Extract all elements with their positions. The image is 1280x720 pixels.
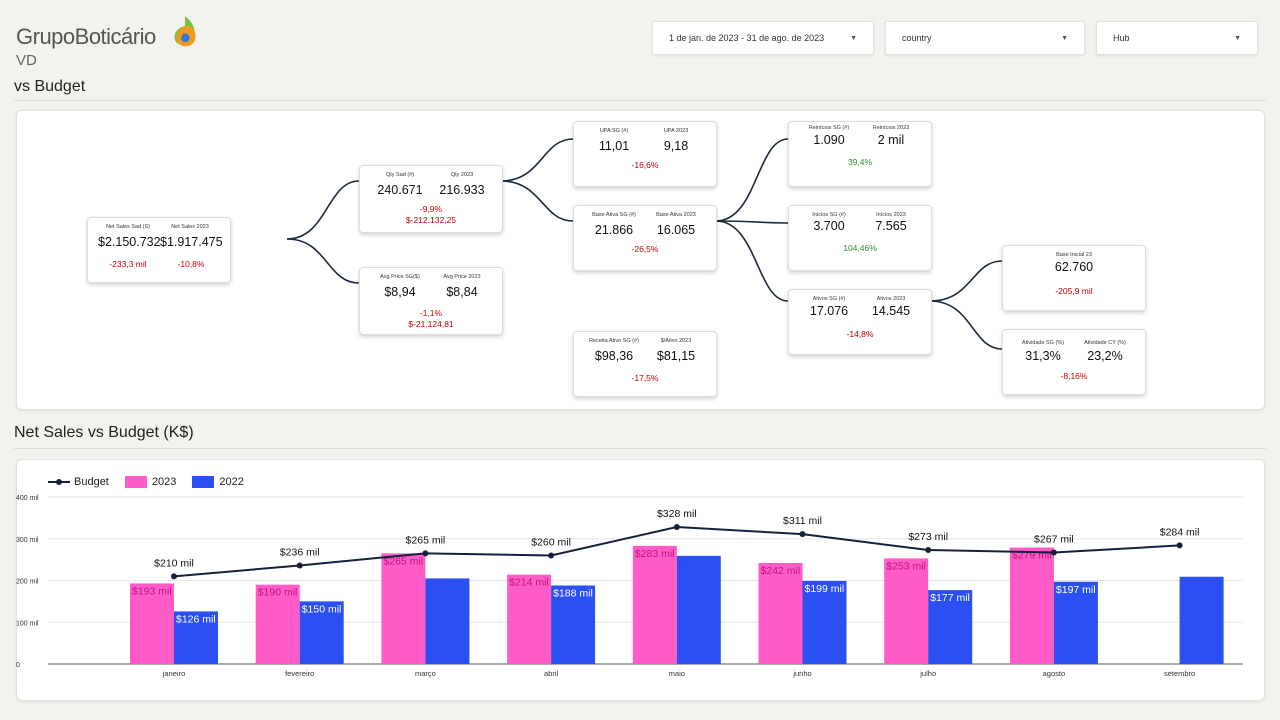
upa-2023-value: 9,18 (663, 139, 689, 153)
net-sales-delta-pct: -10,8% (177, 259, 205, 269)
reinicios-delta: 39,4% (847, 157, 873, 167)
atividade-cy-label: Atividade CY (%) (1084, 340, 1126, 346)
qty-2023-value: 216.933 (439, 183, 485, 197)
net-sales-card: Net Sales Sad (S) $2.150.732 Net Sales 2… (87, 217, 231, 283)
base-inicial-value: 62.760 (1054, 260, 1094, 274)
avg-price-sg-value: $8,94 (384, 285, 416, 299)
avg-price-delta-abs: $-21.124,81 (408, 319, 454, 329)
receita-ativo-2023-value: $81,15 (656, 349, 696, 363)
net-sales-2023-value: $1.917.475 (160, 235, 223, 249)
avg-price-2023-label: Avg Price 2023 (443, 274, 481, 280)
legend-2023-label: 2023 (151, 476, 177, 488)
avg-price-sg-label: Avg Price SG($) (380, 274, 420, 280)
inicios-2023-label: Inícios 2023 (876, 212, 906, 218)
base-ativa-delta: -26,5% (631, 244, 659, 254)
company-logo-text: GrupoBoticário (16, 24, 156, 49)
ativos-2023-label: Ativos 2023 (876, 296, 906, 302)
hub-label: Hub (1113, 33, 1130, 43)
net-sales-chart-title: Net Sales vs Budget (K$) (14, 424, 194, 441)
avg-price-card: Avg Price SG($) $8,94 Avg Price 2023 $8,… (359, 267, 503, 335)
qty-card: Qty Sad (#) 240.671 Qty 2023 216.933 -9,… (359, 165, 503, 233)
receita-ativo-delta: -17,5% (631, 373, 659, 383)
inicios-delta: 104,46% (843, 243, 877, 253)
upa-2023-label: UPA 2023 (663, 128, 689, 134)
ativos-2023-value: 14.545 (871, 304, 911, 318)
atividade-card: Atividade SG (%) 31,3% Atividade CY (%) … (1002, 329, 1146, 395)
avg-price-delta-pct: -1,1% (419, 308, 443, 318)
base-ativa-2023-value: 16.065 (656, 223, 696, 237)
ativos-card: Ativos SG (#) 17.076 Ativos 2023 14.545 … (788, 289, 932, 355)
legend-budget-swatch (48, 479, 70, 485)
base-ativa-2023-label: Base Ativa 2023 (656, 212, 696, 218)
base-ativa-card: Base Ativa SG (#) 21.866 Base Ativa 2023… (573, 205, 717, 271)
chevron-down-icon: ▼ (850, 34, 857, 42)
upa-card: UPA SG (#) 11,01 UPA 2023 9,18 -16,6% (573, 121, 717, 187)
country-label: country (902, 33, 932, 43)
qty-sg-value: 240.671 (377, 183, 423, 197)
qty-sg-label: Qty Sad (#) (385, 172, 415, 178)
base-inicial-card: Base Inicial 23 62.760 -205,9 mil (1002, 245, 1146, 311)
legend-budget[interactable]: Budget (48, 476, 109, 488)
inicios-2023-value: 7.565 (875, 219, 907, 233)
subtitle: VD (16, 52, 37, 69)
atividade-sg-value: 31,3% (1025, 349, 1061, 363)
base-ativa-sg-label: Base Ativa SG (#) (592, 212, 636, 218)
reinicios-sg-value: 1.090 (813, 133, 845, 147)
legend-2023[interactable]: 2023 (124, 476, 177, 488)
receita-ativo-sg-label: Receita Ativo SG (#) (589, 338, 639, 344)
net-sales-sg-value: $2.150.732 (98, 235, 161, 249)
upa-delta: -16,6% (631, 160, 659, 170)
base-ativa-sg-value: 21.866 (594, 223, 634, 237)
legend-2022-label: 2022 (219, 476, 244, 488)
legend-budget-label: Budget (74, 476, 109, 488)
receita-ativo-2023-label: $/Ativo 2023 (660, 338, 692, 344)
upa-sg-value: 11,01 (598, 139, 630, 153)
chevron-down-icon: ▼ (1061, 34, 1068, 42)
reinicios-card: Reinícios SG (#) 1.090 Reinícios 2023 2 … (788, 121, 932, 187)
net-sales-sg-label: Net Sales Sad (S) (105, 224, 151, 230)
net-sales-delta-abs: -233,3 mil (109, 259, 147, 269)
inicios-sg-label: Inícios SG (#) (812, 212, 846, 218)
legend-2022[interactable]: 2022 (192, 476, 244, 488)
qty-delta-abs: $-212.132,25 (405, 215, 457, 225)
avg-price-2023-value: $8,84 (446, 285, 478, 299)
ativos-delta: -14,8% (846, 329, 874, 339)
reinicios-2023-label: Reinícios 2023 (872, 125, 910, 131)
date-range-filter[interactable]: 1 de jan. de 2023 - 31 de ago. de 2023 ▼ (652, 21, 874, 55)
receita-ativo-sg-value: $98,36 (594, 349, 634, 363)
legend-2022-swatch (192, 476, 215, 488)
inicios-card: Inícios SG (#) 3.700 Inícios 2023 7.565 … (788, 205, 932, 271)
legend-2023-swatch (124, 476, 147, 488)
ativos-sg-label: Ativos SG (#) (812, 296, 846, 302)
base-inicial-delta: -205,9 mil (1055, 286, 1093, 296)
atividade-cy-value: 23,2% (1087, 349, 1123, 363)
upa-sg-label: UPA SG (#) (599, 128, 629, 134)
reinicios-sg-label: Reinícios SG (#) (808, 125, 850, 131)
vs-budget-title: vs Budget (14, 78, 86, 95)
atividade-delta: -8,16% (1060, 371, 1088, 381)
chevron-down-icon: ▼ (1234, 34, 1241, 42)
net-sales-2023-label: Net Sales 2023 (171, 224, 209, 230)
logo-mark-icon (174, 16, 196, 47)
base-inicial-label: Base Inicial 23 (1056, 252, 1092, 258)
chart-legend: Budget 2023 2022 (48, 476, 244, 488)
date-range-label: 1 de jan. de 2023 - 31 de ago. de 2023 (669, 33, 825, 43)
qty-2023-label: Qty 2023 (450, 172, 474, 178)
reinicios-2023-value: 2 mil (877, 133, 905, 147)
chart-panel (16, 459, 1265, 701)
inicios-sg-value: 3.700 (813, 219, 845, 233)
country-filter[interactable]: country ▼ (885, 21, 1085, 55)
qty-delta-pct: -9,9% (419, 204, 443, 214)
divider (14, 448, 1266, 449)
receita-ativo-card: Receita Ativo SG (#) $98,36 $/Ativo 2023… (573, 331, 717, 397)
atividade-sg-label: Atividade SG (%) (1021, 340, 1065, 346)
hub-filter[interactable]: Hub ▼ (1096, 21, 1258, 55)
ativos-sg-value: 17.076 (809, 304, 849, 318)
divider (14, 100, 1266, 101)
kpi-tree-panel: Net Sales Sad (S) $2.150.732 Net Sales 2… (16, 110, 1265, 410)
